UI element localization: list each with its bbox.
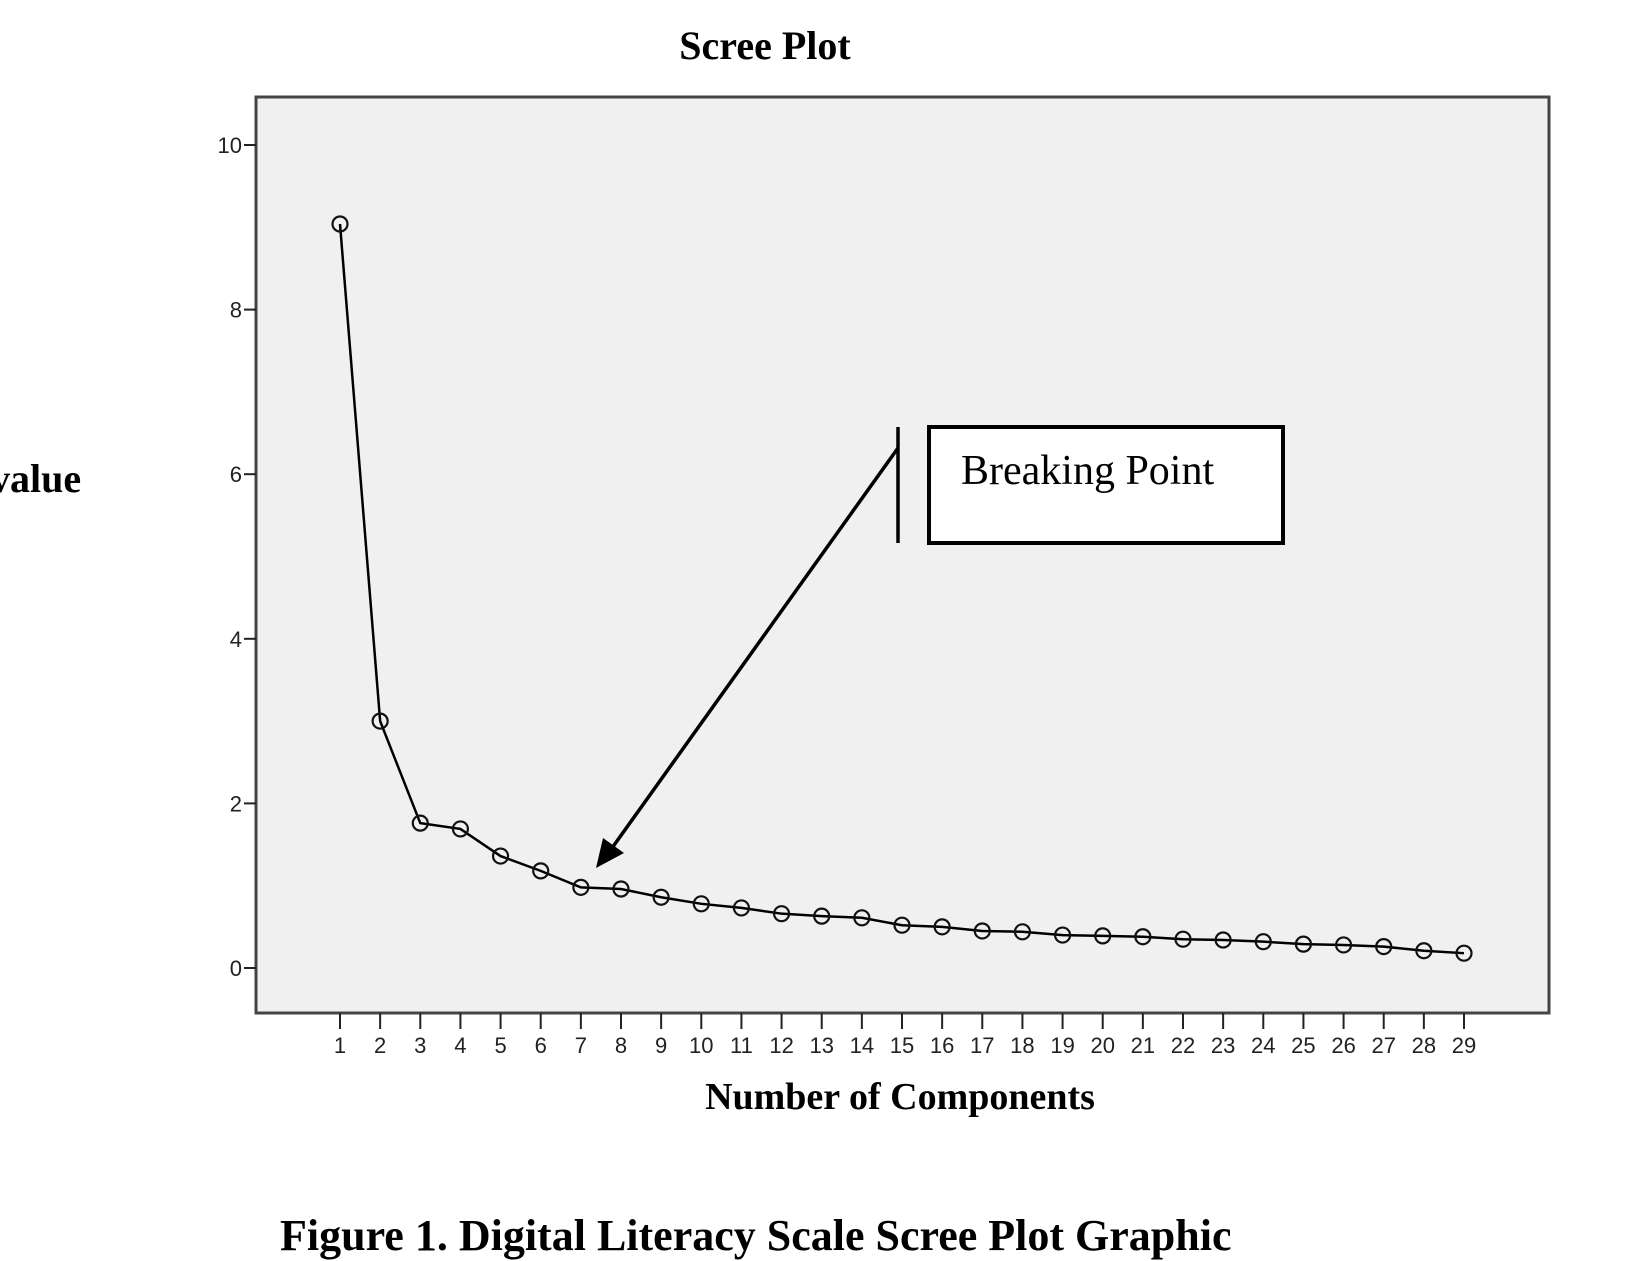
x-tick-label: 11 [730,1033,753,1058]
eigenvalue-line [338,223,1465,955]
x-tick-label: 7 [575,1033,587,1058]
data-point-marker [652,888,670,906]
data-point-marker [1053,926,1072,944]
x-tick-label: 28 [1412,1033,1436,1058]
x-tick-label: 18 [1010,1033,1034,1058]
x-tick-label: 2 [374,1033,386,1058]
data-point-marker [813,907,831,925]
y-tick-label: 2 [230,791,242,816]
data-point-marker [1174,930,1192,948]
x-tick-label: 12 [769,1033,793,1058]
x-tick-label: 24 [1251,1033,1275,1058]
y-tick-label: 10 [218,133,242,158]
chart-title: Scree Plot [679,23,851,68]
data-point-marker [1294,935,1313,953]
x-tick-label: 3 [414,1033,426,1058]
data-point-marker [371,712,389,730]
data-point-marker [1455,944,1473,962]
x-tick-label: 14 [850,1033,874,1058]
x-tick-label: 4 [454,1033,466,1058]
data-point-marker [1254,933,1272,951]
y-tick-label: 4 [230,627,242,652]
x-axis-label: Number of Components [705,1076,1095,1118]
x-tick-label: 10 [689,1033,713,1058]
data-point-marker [1214,931,1232,949]
x-tick-label: 23 [1211,1033,1235,1058]
y-tick-label: 8 [230,298,242,323]
figure-caption: Figure 1. Digital Literacy Scale Scree P… [280,1211,1232,1260]
x-tick-label: 1 [334,1033,346,1058]
breaking-point-label: Breaking Point [961,448,1215,494]
data-point-marker [1375,938,1393,956]
data-point-marker [612,880,630,898]
x-tick-label: 27 [1371,1033,1395,1058]
data-point-marker [1094,927,1112,945]
x-tick-label: 20 [1090,1033,1114,1058]
x-tick-label: 6 [535,1033,547,1058]
x-tick-label: 22 [1171,1033,1195,1058]
data-point-marker [411,814,429,832]
x-tick-label: 8 [615,1033,627,1058]
x-tick-label: 26 [1331,1033,1355,1058]
data-point-marker [853,909,871,927]
x-tick-label: 19 [1050,1033,1074,1058]
x-tick-label: 13 [809,1033,833,1058]
x-tick-label: 5 [494,1033,506,1058]
data-point-marker [1334,936,1353,954]
data-point-marker [451,820,470,838]
y-tick-label: 6 [230,462,242,487]
x-tick-label: 15 [890,1033,914,1058]
data-point-marker [933,918,951,936]
data-point-marker [491,847,510,865]
x-tick-label: 25 [1291,1033,1315,1058]
x-tick-label: 9 [655,1033,667,1058]
data-point-marker [893,916,911,934]
x-tick-label: 16 [930,1033,954,1058]
y-tick-label: 0 [230,956,242,981]
plot-area [254,95,1551,1015]
data-point-marker [331,215,349,233]
breaking-point-callout: Breaking Point [927,425,1285,545]
data-point-marker [772,905,791,923]
data-point-marker [532,862,550,880]
data-point-marker [973,922,991,940]
data-point-marker [732,899,751,917]
data-point-marker [1415,942,1433,960]
arrow-shaft [610,446,900,850]
y-axis-label: genvalue [0,456,82,501]
x-tick-label: 29 [1452,1033,1476,1058]
x-tick-label: 17 [970,1033,994,1058]
data-point-marker [572,878,590,896]
x-tick-label: 21 [1131,1033,1155,1058]
data-point-marker [692,895,710,913]
data-point-marker [1134,928,1152,946]
data-point-marker [1013,923,1032,941]
arrow-head-icon [596,838,624,868]
